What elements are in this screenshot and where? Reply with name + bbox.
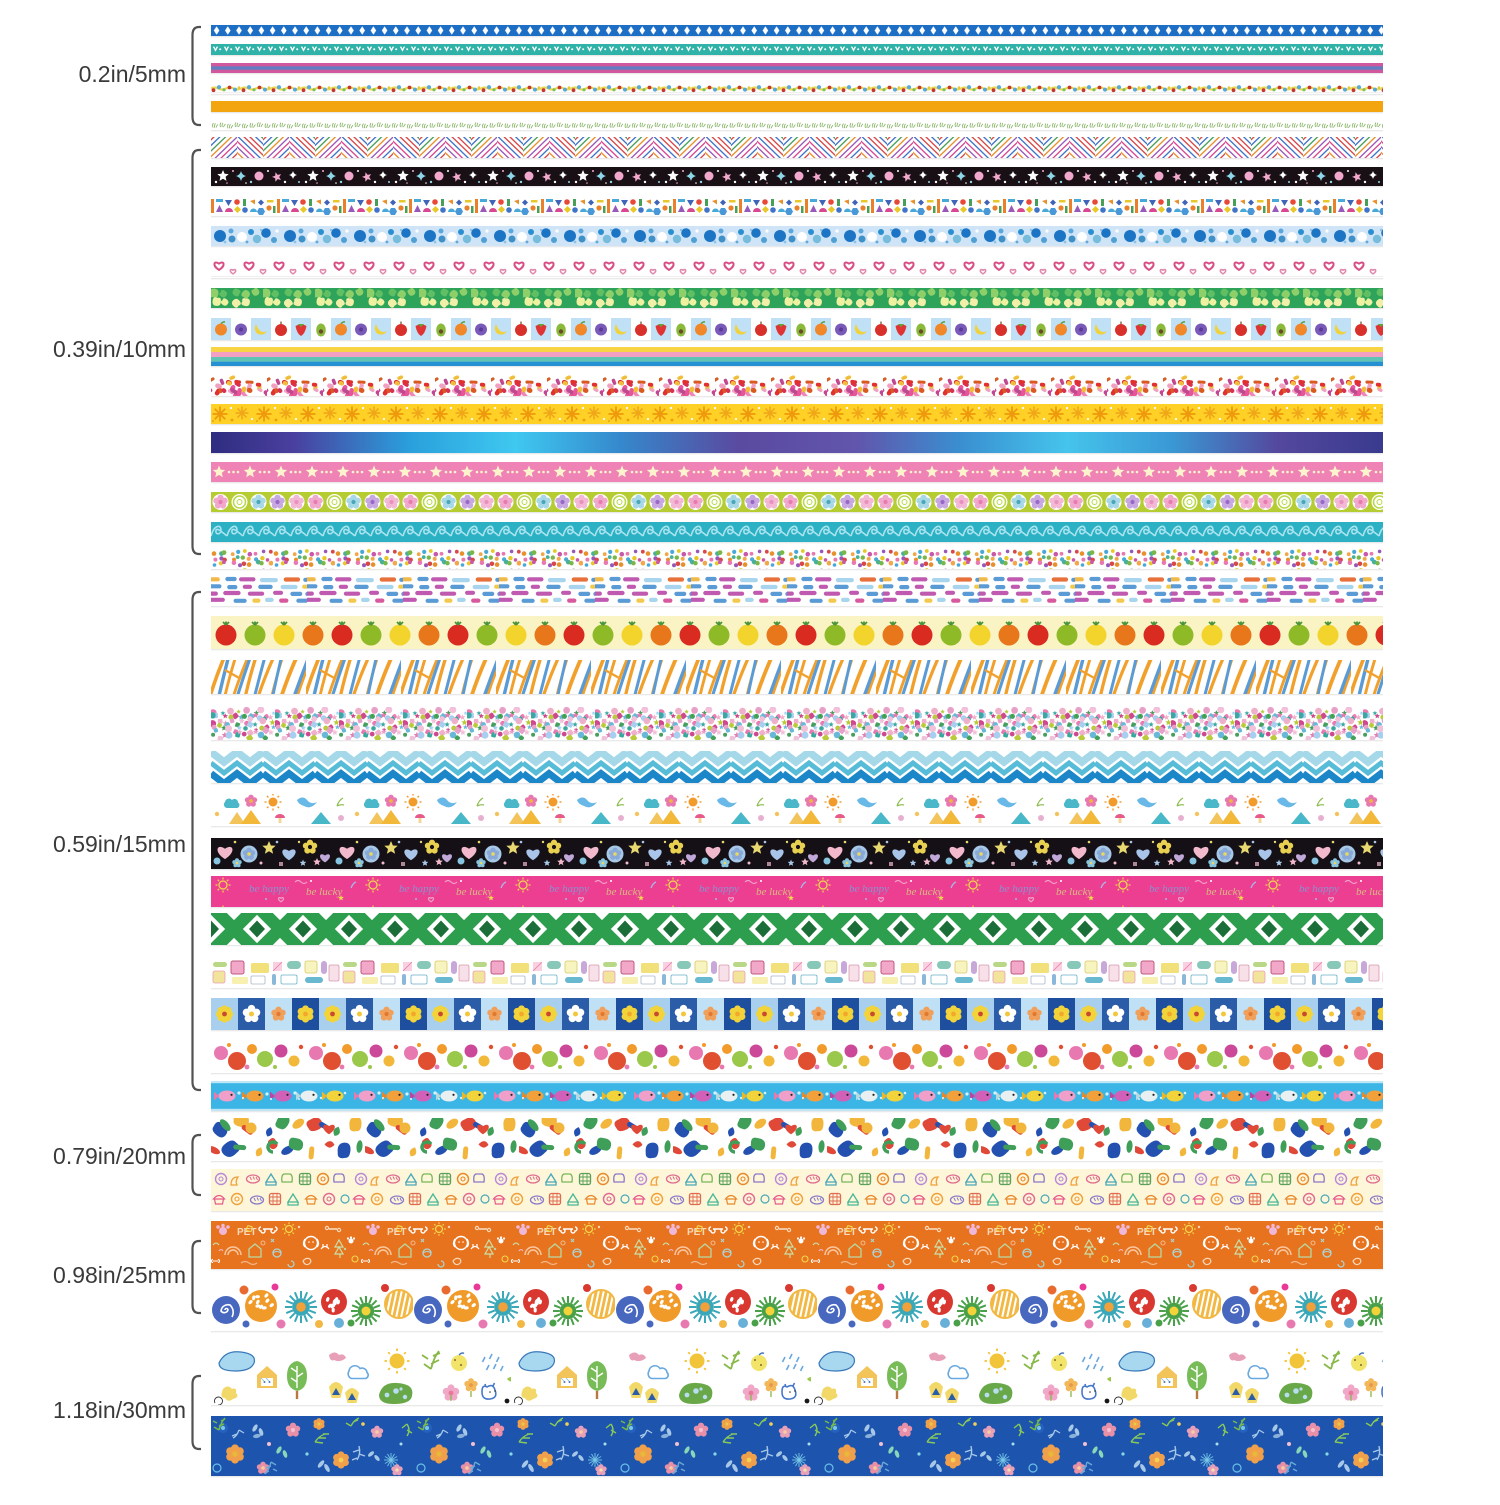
svg-text:0.98in/25mm: 0.98in/25mm [53, 1262, 186, 1288]
svg-text:0.79in/20mm: 0.79in/20mm [53, 1143, 186, 1169]
svg-text:0.2in/5mm: 0.2in/5mm [79, 61, 186, 87]
svg-text:1.18in/30mm: 1.18in/30mm [53, 1397, 186, 1423]
svg-text:0.59in/15mm: 0.59in/15mm [53, 831, 186, 857]
svg-text:0.39in/10mm: 0.39in/10mm [53, 336, 186, 362]
